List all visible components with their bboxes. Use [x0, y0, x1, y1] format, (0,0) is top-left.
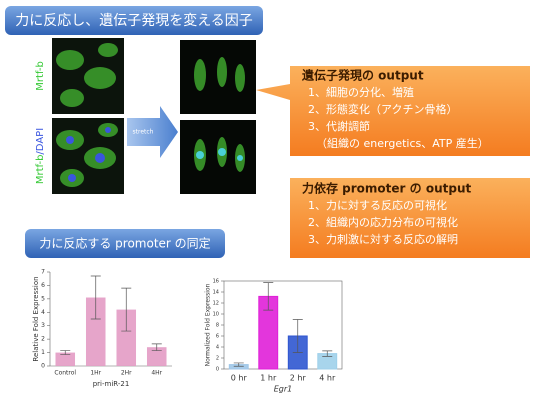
- subheader: 力に反応する promoter の同定: [39, 236, 210, 251]
- callout: [256, 66, 530, 156]
- title-banner: [5, 6, 263, 35]
- x-tick-label: 1 hr: [260, 374, 277, 383]
- callout-title: 力依存 promoter の output: [302, 181, 471, 196]
- y-tick-label: 1: [41, 349, 45, 356]
- x-tick-label: 1Hr: [90, 370, 101, 377]
- y-tick-label: 8: [216, 323, 219, 329]
- callout-line: 1、力に対する反応の可視化: [308, 198, 447, 212]
- y-tick-label: 0: [216, 367, 219, 373]
- y-tick-label: 5: [41, 295, 45, 302]
- y-tick-label: 6: [216, 334, 219, 340]
- y-tick-label: 7: [41, 269, 45, 276]
- y-tick-label: 4: [216, 345, 219, 351]
- callout-line: 2、組織内の応力分布の可視化: [308, 215, 458, 229]
- y-axis-label: Relative Fold Expression: [32, 276, 40, 361]
- callout-title: 遺伝子発現の output: [301, 68, 424, 83]
- y-tick-label: 2: [41, 336, 45, 343]
- label-part: Mrtf-b: [35, 155, 46, 185]
- y-tick-label: 14: [213, 290, 219, 296]
- bar: [116, 309, 137, 366]
- x-axis-label: pri-miR-21: [93, 380, 130, 388]
- label: Mrtf-b: [35, 61, 46, 91]
- y-tick-label: 6: [41, 282, 45, 289]
- y-tick-label: 0: [41, 363, 45, 370]
- arrow-label: stretch: [133, 129, 154, 136]
- arrow: [127, 106, 178, 158]
- x-tick-label: Control: [54, 370, 76, 377]
- subheader-banner: [25, 229, 225, 258]
- error-bar: [292, 319, 303, 353]
- y-tick-label: 16: [213, 279, 219, 285]
- callout-line: 1、細胞の分化、増殖: [308, 85, 414, 99]
- callout-line: 3、代謝調節: [308, 119, 370, 133]
- error-bar: [263, 282, 274, 311]
- label: Mrtf-b/DAPI: [35, 128, 46, 184]
- callout-line: 2、形態変化（アクチン骨格）: [308, 102, 457, 116]
- bar: [146, 347, 167, 366]
- y-tick-label: 4: [41, 309, 45, 316]
- callout-line: 3、力刺激に対する反応の解明: [308, 232, 458, 246]
- x-tick-label: 4 hr: [319, 374, 336, 383]
- error-bar: [60, 350, 71, 355]
- y-tick-label: 2: [216, 356, 219, 362]
- x-tick-label: 2 hr: [290, 374, 307, 383]
- error-bar: [90, 275, 101, 320]
- x-tick-label: 4Hr: [151, 370, 162, 377]
- bar: [55, 352, 76, 366]
- x-tick-label: 2Hr: [121, 370, 132, 377]
- label-part: /DAPI: [35, 128, 46, 155]
- y-tick-label: 3: [41, 322, 45, 329]
- x-tick-label: 0 hr: [231, 374, 248, 383]
- y-tick-label: 10: [213, 312, 219, 318]
- error-bar: [233, 362, 244, 367]
- y-tick-label: 12: [213, 301, 219, 307]
- error-bar: [322, 350, 333, 357]
- callout-line: （組織の energetics、ATP 産生）: [316, 136, 489, 150]
- callout: [290, 178, 530, 258]
- error-bar: [151, 343, 162, 351]
- x-axis-label: Egr1: [274, 385, 293, 394]
- title: 力に反応し、遺伝子発現を変える因子: [15, 12, 253, 29]
- bar: [85, 297, 106, 366]
- y-axis-label: Normalized Fold Expression: [205, 283, 212, 366]
- micrographs: [52, 38, 256, 194]
- error-bar: [121, 287, 132, 332]
